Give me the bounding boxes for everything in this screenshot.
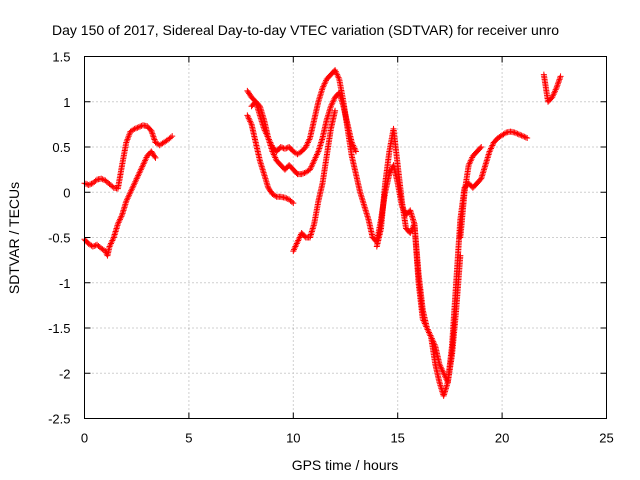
data-point bbox=[522, 134, 529, 141]
data-point bbox=[283, 195, 290, 202]
data-point bbox=[137, 123, 144, 130]
data-point bbox=[85, 182, 92, 189]
x-tick-label: 0 bbox=[81, 431, 88, 446]
data-point bbox=[557, 73, 564, 80]
data-point bbox=[167, 134, 174, 141]
y-axis-label: SDTVAR / TECUs bbox=[6, 182, 22, 294]
data-point bbox=[477, 145, 484, 152]
data-point bbox=[151, 136, 158, 143]
data-point bbox=[135, 124, 142, 131]
x-tick-label: 25 bbox=[599, 431, 613, 446]
data-point bbox=[511, 129, 518, 136]
y-tick-label: 0 bbox=[63, 185, 70, 200]
data-point bbox=[517, 131, 524, 138]
y-tick-label: -1 bbox=[59, 276, 71, 291]
data-point bbox=[556, 76, 563, 83]
data-point bbox=[554, 82, 561, 89]
data-point bbox=[555, 79, 562, 86]
data-point bbox=[272, 192, 279, 199]
data-point bbox=[131, 125, 138, 132]
data-point bbox=[554, 80, 561, 87]
x-tick-label: 10 bbox=[286, 431, 300, 446]
y-tick-label: 1 bbox=[63, 95, 70, 110]
data-point bbox=[281, 145, 288, 152]
data-point bbox=[513, 130, 520, 137]
data-point bbox=[300, 170, 307, 177]
data-point bbox=[151, 153, 158, 160]
x-tick-label: 15 bbox=[390, 431, 404, 446]
data-point bbox=[149, 130, 156, 137]
y-tick-label: -0.5 bbox=[48, 231, 70, 246]
data-point bbox=[134, 124, 141, 131]
data-point bbox=[149, 132, 156, 139]
axis-ticks: 0 5 10 15 20 25 -2.5 -2 -1.5 -1 -0.5 0 0.5 1 1.5 bbox=[48, 50, 614, 446]
data-point bbox=[557, 74, 564, 81]
y-tick-label: -2 bbox=[59, 366, 71, 381]
data-point bbox=[169, 133, 176, 140]
data-point bbox=[518, 132, 525, 139]
y-tick-label: -1.5 bbox=[48, 321, 70, 336]
data-point bbox=[148, 127, 155, 134]
data-point bbox=[98, 175, 105, 182]
data-point bbox=[82, 180, 89, 187]
data-point bbox=[281, 194, 288, 201]
data-point bbox=[519, 133, 526, 140]
data-point bbox=[150, 133, 157, 140]
data-point bbox=[298, 171, 305, 178]
data-point bbox=[332, 107, 339, 114]
y-tick-label: -2.5 bbox=[48, 412, 70, 427]
chart-title: Day 150 of 2017, Sidereal Day-to-day VTE… bbox=[52, 22, 559, 38]
x-tick-label: 5 bbox=[185, 431, 192, 446]
data-point bbox=[152, 154, 159, 161]
data-point bbox=[514, 130, 521, 137]
data-point bbox=[150, 135, 157, 142]
data-point bbox=[524, 134, 531, 141]
data-point bbox=[515, 131, 522, 138]
y-tick-label: 0.5 bbox=[52, 140, 70, 155]
data-point bbox=[555, 77, 562, 84]
data-point bbox=[501, 130, 508, 137]
data-point bbox=[89, 243, 96, 250]
data-point bbox=[279, 144, 286, 151]
data-point bbox=[288, 198, 295, 205]
x-tick-label: 20 bbox=[495, 431, 509, 446]
data-point bbox=[133, 125, 140, 132]
data-point bbox=[99, 176, 106, 183]
data-point bbox=[553, 85, 560, 92]
y-tick-label: 1.5 bbox=[52, 50, 70, 65]
data-point bbox=[290, 200, 297, 207]
data-point bbox=[553, 83, 560, 90]
data-point bbox=[148, 129, 155, 136]
data-point bbox=[92, 242, 99, 249]
data-point bbox=[521, 133, 528, 140]
data-points bbox=[81, 67, 564, 399]
data-point bbox=[87, 181, 94, 188]
x-axis-label: GPS time / hours bbox=[292, 457, 399, 473]
data-point bbox=[277, 144, 284, 150]
data-point bbox=[478, 144, 485, 150]
